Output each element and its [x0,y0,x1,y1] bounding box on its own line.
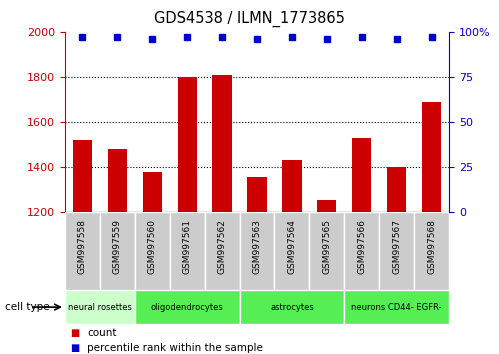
Text: GSM997566: GSM997566 [357,219,366,274]
Text: GSM997560: GSM997560 [148,219,157,274]
Bar [387,167,406,212]
Text: GSM997558: GSM997558 [78,219,87,274]
Bar [65,212,100,290]
Text: neural rosettes: neural rosettes [68,303,132,312]
Bar [143,172,162,212]
Bar [135,290,240,324]
Bar [213,75,232,212]
Bar [240,290,344,324]
Bar [309,212,344,290]
Text: GDS4538 / ILMN_1773865: GDS4538 / ILMN_1773865 [154,11,345,27]
Text: GSM997567: GSM997567 [392,219,401,274]
Text: cell type: cell type [5,302,49,312]
Bar [352,138,371,212]
Text: GSM997565: GSM997565 [322,219,331,274]
Bar [108,149,127,212]
Bar [178,77,197,212]
Text: oligodendrocytes: oligodendrocytes [151,303,224,312]
Bar [344,290,449,324]
Text: GSM997568: GSM997568 [427,219,436,274]
Bar [344,212,379,290]
Bar [317,200,336,212]
Text: ■: ■ [70,343,79,353]
Bar [282,160,301,212]
Text: GSM997564: GSM997564 [287,219,296,274]
Bar [414,212,449,290]
Bar [73,140,92,212]
Bar [65,290,135,324]
Bar [205,212,240,290]
Text: GSM997563: GSM997563 [252,219,261,274]
Bar [274,212,309,290]
Bar [379,212,414,290]
Bar [170,212,205,290]
Bar [135,212,170,290]
Text: ■: ■ [70,329,79,338]
Text: neurons CD44- EGFR-: neurons CD44- EGFR- [351,303,442,312]
Text: GSM997561: GSM997561 [183,219,192,274]
Bar [422,102,441,212]
Bar [100,212,135,290]
Text: astrocytes: astrocytes [270,303,314,312]
Text: GSM997559: GSM997559 [113,219,122,274]
Text: count: count [87,329,117,338]
Text: GSM997562: GSM997562 [218,219,227,274]
Text: percentile rank within the sample: percentile rank within the sample [87,343,263,353]
Bar [240,212,274,290]
Bar [248,177,266,212]
